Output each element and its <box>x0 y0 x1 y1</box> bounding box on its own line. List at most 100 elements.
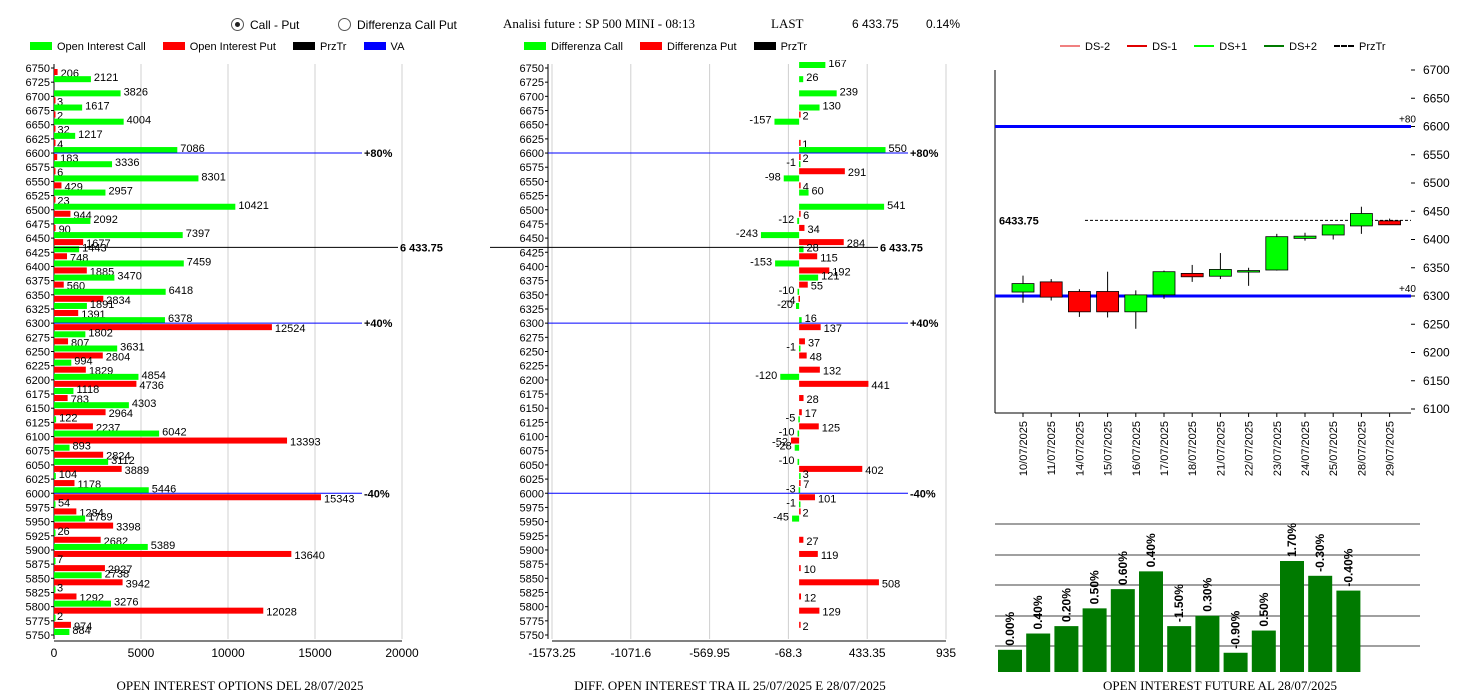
call-value-label: 541 <box>887 200 905 212</box>
call-bar <box>54 232 183 239</box>
call-bar <box>795 302 800 309</box>
call-value-label: 1443 <box>82 242 106 254</box>
y-tick-label: 6000 <box>520 488 544 500</box>
put-bar <box>54 550 292 557</box>
put-value-label: 3398 <box>116 522 140 534</box>
put-value-label: 2 <box>802 111 808 123</box>
call-value-label: 8301 <box>201 171 225 183</box>
oi-bar-label: 0.20% <box>1059 588 1073 622</box>
call-bar <box>54 132 76 139</box>
candle-body <box>1208 269 1232 277</box>
y-tick-label: 6250 <box>520 347 544 359</box>
put-bar <box>799 565 801 572</box>
oi-bar <box>1054 626 1079 672</box>
put-value-label: 2927 <box>108 564 132 576</box>
call-value-label: 1617 <box>85 101 109 113</box>
call-bar <box>54 317 165 324</box>
candle-body <box>1293 235 1317 239</box>
y-tick-label: 6700 <box>1423 63 1450 77</box>
call-value-label: 4854 <box>141 370 165 382</box>
call-value-label: 3470 <box>117 271 141 283</box>
future-oi-bar-chart: 0.00% 0.40% 0.20% 0.50% 0.60% 0.40% -1.50% 0.30… <box>995 523 1420 672</box>
legend-put: Open Interest Put <box>189 41 276 53</box>
oi-bar-label: 1.70% <box>1285 523 1299 557</box>
call-bar <box>54 614 56 621</box>
put-bar <box>799 621 801 628</box>
call-value-label: 121 <box>821 271 839 283</box>
y-tick-label: 6250 <box>1423 317 1450 331</box>
put-bar <box>54 338 69 345</box>
put-bar <box>54 607 264 614</box>
call-bar <box>798 501 801 508</box>
call-bar <box>54 90 121 97</box>
call-bar <box>799 90 837 97</box>
call-bar <box>54 543 148 550</box>
put-bar <box>54 239 84 246</box>
level-label: +80 <box>1399 115 1416 126</box>
put-bar <box>54 154 58 161</box>
call-value-label: -98 <box>765 171 781 183</box>
put-bar <box>799 550 818 557</box>
y-tick-label: 6100 <box>520 432 544 444</box>
put-bar <box>54 125 56 132</box>
call-value-label: 3276 <box>114 597 138 609</box>
radio-diff-call-put[interactable]: Differenza Call Put <box>338 18 457 32</box>
y-tick-label: 6675 <box>26 106 50 118</box>
call-bar <box>798 416 800 423</box>
put-bar <box>54 522 114 529</box>
y-tick-label: 6475 <box>26 219 50 231</box>
y-tick-label: 6400 <box>26 261 50 273</box>
y-tick-label: 5775 <box>26 616 50 628</box>
legend-va: VA <box>390 41 405 53</box>
x-tick-label: 22/07/2025 <box>1244 421 1256 476</box>
y-tick-label: 5800 <box>26 602 50 614</box>
y-tick-label: 6375 <box>26 276 50 288</box>
call-value-label: 6378 <box>168 313 192 325</box>
x-tick-label: 10/07/2025 <box>1018 421 1030 476</box>
put-bar <box>54 409 106 416</box>
call-bar <box>54 246 80 253</box>
put-bar <box>799 210 801 217</box>
put-bar <box>799 395 804 402</box>
call-bar <box>54 529 56 536</box>
call-bar <box>760 232 800 239</box>
put-value-label: 4 <box>803 181 809 193</box>
put-bar <box>54 253 68 260</box>
call-bar <box>799 274 819 281</box>
put-bar <box>799 366 820 373</box>
put-bar <box>799 508 801 515</box>
call-value-label: -157 <box>749 115 771 127</box>
call-value-label: -1 <box>786 342 796 354</box>
put-bar <box>54 579 123 586</box>
y-tick-label: 6500 <box>520 205 544 217</box>
x-tick-label: 29/07/2025 <box>1385 421 1397 476</box>
x-tick-label: 17/07/2025 <box>1159 421 1171 476</box>
put-value-label: 2824 <box>106 451 130 463</box>
oi-bar-label: -0.40% <box>1341 548 1355 586</box>
call-value-label: 26 <box>806 72 818 84</box>
put-value-label: 2804 <box>106 352 130 364</box>
put-bar <box>799 352 807 359</box>
put-bar <box>799 253 818 260</box>
y-tick-label: 6150 <box>1423 374 1450 388</box>
put-bar <box>54 480 75 487</box>
legend-ds+1: DS+1 <box>1219 41 1248 53</box>
put-value-label: 2964 <box>109 408 133 420</box>
call-bar <box>775 260 800 267</box>
radio-call-put[interactable]: Call - Put <box>231 18 299 32</box>
call-value-label: -10 <box>779 427 795 439</box>
put-value-label: 129 <box>822 607 840 619</box>
put-bar <box>54 423 93 430</box>
call-bar <box>54 345 118 352</box>
put-bar <box>799 224 805 231</box>
call-value-label: 1891 <box>90 299 114 311</box>
y-tick-label: 5875 <box>26 559 50 571</box>
oi-bar <box>1139 571 1163 672</box>
oi-diff-chart: -1573.25 -1071.6 -569.95 -68.3 433.35 9356750… <box>490 60 956 660</box>
call-bar <box>799 203 885 210</box>
oi-bar-label: 0.50% <box>1257 592 1271 626</box>
page-title: Analisi future : SP 500 MINI - 08:13 <box>503 16 695 31</box>
va-label: +80% <box>910 148 939 160</box>
y-tick-label: 6400 <box>520 261 544 273</box>
call-bar <box>799 317 802 324</box>
